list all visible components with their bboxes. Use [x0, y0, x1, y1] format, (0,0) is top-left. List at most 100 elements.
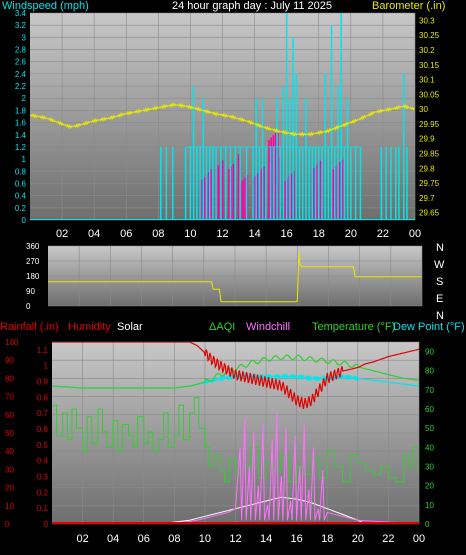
barometer-tick: 30.1 — [419, 76, 435, 85]
compass-n-bottom: N — [436, 310, 444, 322]
hour-tick: 04 — [88, 228, 100, 240]
hour-tick: 04 — [107, 533, 119, 545]
hour-tick: 06 — [120, 228, 132, 240]
rainfall-tick: 0.2 — [37, 488, 49, 497]
windspeed-tick: 1.8 — [15, 106, 27, 115]
temperature-tick: 20 — [425, 482, 434, 491]
windspeed-tick: 3 — [22, 33, 27, 42]
windspeed-tick: 0.6 — [15, 179, 27, 188]
temperature-tick: 40 — [425, 443, 434, 452]
barometer-tick: 30.05 — [419, 90, 440, 99]
humidity-tick: 30 — [5, 465, 14, 474]
hour-tick: 10 — [184, 228, 196, 240]
direction-tick: 0 — [26, 302, 31, 311]
temperature-tick-labels: 0 10 20 30 40 50 60 70 80 90 — [425, 348, 434, 529]
barometer-tick: 30.2 — [419, 46, 435, 55]
barometer-tick: 30.3 — [419, 16, 435, 25]
windspeed-tick: 2.2 — [15, 82, 27, 91]
hour-tick: 06 — [138, 533, 150, 545]
windspeed-tick-labels: 0 0.2 0.4 0.6 0.8 1 1.2 1.4 1.6 1.8 2 2.2 2.4 2.6 2.8 3… — [15, 9, 27, 225]
windspeed-tick: 1.6 — [15, 119, 27, 128]
rainfall-tick: 0.8 — [37, 393, 49, 402]
barometer-series — [30, 102, 415, 137]
barometer-tick-labels: 29.65 29.7 29.75 29.8 29.85 29.9 29.95 30 30.05 3… — [419, 16, 440, 217]
legend-aqi: ΔAQI — [209, 321, 235, 333]
barometer-axis-label: Barometer (.in) — [372, 0, 445, 12]
humidity-tick: 20 — [5, 484, 14, 493]
windspeed-tick: 2.6 — [15, 58, 27, 67]
rainfall-tick: 0 — [44, 520, 49, 529]
rainfall-tick: 0.7 — [37, 409, 49, 418]
temperature-tick: 80 — [425, 367, 434, 376]
hour-tick: 00 — [413, 533, 425, 545]
hour-tick: 20 — [352, 533, 364, 545]
rainfall-tick: 0.6 — [37, 425, 49, 434]
windspeed-tick: 0.2 — [15, 204, 27, 213]
humidity-tick: 40 — [5, 447, 14, 456]
humidity-tick: 80 — [5, 374, 14, 383]
windspeed-tick: 2.4 — [15, 70, 27, 79]
barometer-tick: 29.9 — [419, 135, 435, 144]
hour-tick: 16 — [291, 533, 303, 545]
direction-tick-labels: 0 90 180 270 360 — [26, 242, 40, 311]
barometer-tick: 29.75 — [419, 179, 440, 188]
windspeed-tick: 1.4 — [15, 131, 27, 140]
humidity-tick: 70 — [5, 393, 14, 402]
windspeed-tick: 0 — [22, 216, 27, 225]
windspeed-tick: 0.4 — [15, 192, 27, 201]
direction-tick: 180 — [26, 272, 40, 281]
windspeed-tick: 2 — [22, 94, 27, 103]
windspeed-tick: 1.2 — [15, 143, 27, 152]
aqi-series — [52, 397, 419, 483]
hour-tick: 22 — [382, 533, 394, 545]
humidity-tick: 50 — [5, 429, 14, 438]
humidity-tick-labels: 0 10 20 30 40 50 60 70 80 90 100 — [5, 338, 19, 529]
barometer-tick: 30.25 — [419, 31, 440, 40]
rainfall-tick: 0.3 — [37, 473, 49, 482]
graph-title: 24 hour graph day : July 11 2025 — [172, 0, 332, 12]
legend-dewpoint: Dew Point (°F) — [393, 321, 465, 333]
temperature-tick: 30 — [425, 463, 434, 472]
compass-e: E — [436, 293, 443, 305]
compass-labels: N W S E N — [434, 242, 445, 322]
windspeed-tick: 3.4 — [15, 9, 27, 18]
rainfall-tick: 0.1 — [37, 504, 49, 513]
hour-tick: 12 — [229, 533, 241, 545]
hour-tick: 18 — [321, 533, 333, 545]
hour-tick-labels: 02 04 06 08 10 12 14 16 18 20 22 00 — [56, 228, 421, 240]
windspeed-tick: 3.2 — [15, 21, 27, 30]
windspeed-tick: 0.8 — [15, 167, 27, 176]
legend-windchill: Windchill — [246, 321, 290, 333]
windspeed-series — [30, 13, 415, 220]
direction-grid — [48, 245, 423, 307]
humidity-series — [52, 342, 419, 409]
humidity-tick: 0 — [5, 520, 10, 529]
rainfall-tick: 1 — [44, 362, 49, 371]
legend-humidity: Humidity — [68, 321, 111, 333]
barometer-tick: 29.7 — [419, 194, 435, 203]
legend-solar: Solar — [117, 321, 143, 333]
humidity-tick: 90 — [5, 356, 14, 365]
windspeed-axis-label: Windspeed (mph) — [2, 0, 89, 12]
temperature-tick: 60 — [425, 405, 434, 414]
barometer-tick: 29.95 — [419, 120, 440, 129]
barometer-tick: 30.15 — [419, 61, 440, 70]
compass-s: S — [436, 276, 443, 288]
barometer-tick: 29.85 — [419, 149, 440, 158]
temperature-tick: 10 — [425, 501, 434, 510]
windspeed-tick: 1 — [22, 155, 27, 164]
hour-tick-labels-bottom: 02 04 06 08 10 12 14 16 18 20 22 00 — [76, 533, 425, 545]
humidity-tick: 60 — [5, 411, 14, 420]
hour-tick: 00 — [409, 228, 421, 240]
rainfall-tick: 0.9 — [37, 378, 49, 387]
barometer-tick: 29.65 — [419, 209, 440, 218]
temperature-tick: 90 — [425, 348, 434, 357]
hour-tick: 02 — [76, 533, 88, 545]
legend-rainfall: Rainfall (.in) — [0, 321, 59, 333]
rainfall-tick: 0.5 — [37, 441, 49, 450]
rainfall-tick-labels: 0 0.1 0.2 0.3 0.4 0.5 0.6 0.7 0.8 0.9 1 1.1 — [37, 346, 49, 529]
windchill-series — [52, 412, 419, 524]
hour-tick: 08 — [168, 533, 180, 545]
hour-tick: 08 — [152, 228, 164, 240]
